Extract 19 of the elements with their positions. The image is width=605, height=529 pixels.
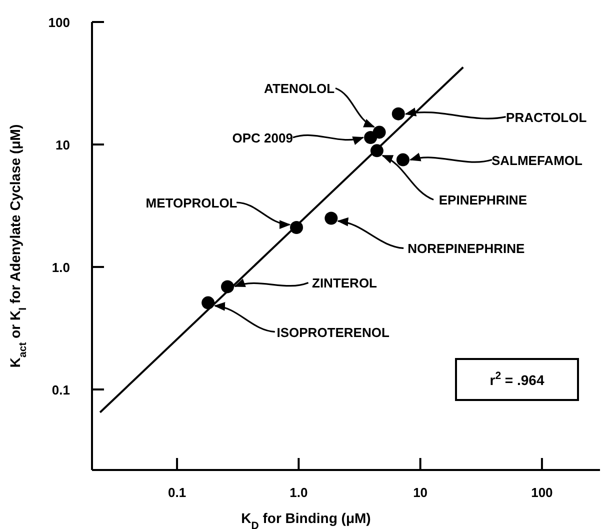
annotation: OPC 2009 [232, 130, 293, 146]
annotation: PRACTOLOL [506, 110, 587, 125]
x-tick-label: 0.1 [168, 485, 186, 500]
x-tick-label: 100 [531, 485, 553, 500]
annotation: EPINEPHRINE [438, 192, 528, 208]
y-tick-label: 100 [48, 15, 70, 30]
annotation: METOPROLOL [146, 196, 238, 211]
annotation: NOREPINEPHRINE [408, 241, 526, 256]
annotation: ISOPROTERENOL [276, 324, 390, 340]
y-tick-label: 0.1 [52, 382, 70, 398]
y-tick-label: 10 [56, 137, 70, 152]
annotation: ZINTEROL [312, 276, 378, 291]
y-tick-label: 1.0 [52, 260, 70, 275]
x-axis-title: K$_{D}$ for Binding (μM) [241, 510, 371, 529]
annotation: ATENOLOL [264, 81, 335, 96]
x-tick-label: 1.0 [290, 485, 308, 500]
x-tick-label: 10 [413, 485, 428, 500]
annotation: SALMEFAMOL [491, 152, 583, 168]
annotation: r$^{2}$ = .964 [490, 370, 544, 388]
